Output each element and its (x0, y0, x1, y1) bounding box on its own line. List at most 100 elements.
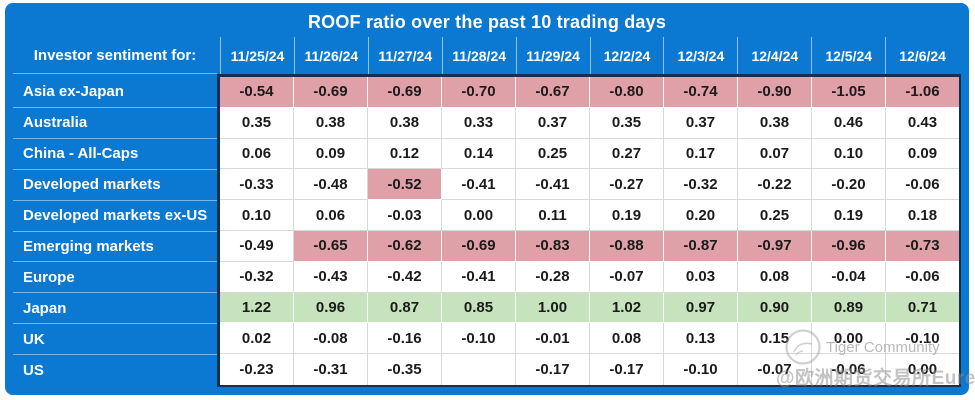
cell: -0.07 (738, 354, 812, 385)
cell (442, 354, 516, 385)
header-row: Investor sentiment for: 11/25/24 11/26/24… (13, 37, 961, 74)
cell: 0.06 (294, 200, 368, 231)
roof-table-card: ROOF ratio over the past 10 trading days… (5, 3, 969, 395)
cell: 0.13 (664, 323, 738, 355)
row-label: China - All-Caps (13, 139, 217, 170)
cell: -0.74 (664, 77, 738, 108)
table-row: 1.22 0.96 0.87 0.85 1.00 1.02 0.97 0.90 0.89 0.71 (220, 292, 959, 324)
date-header: 11/28/24 (441, 37, 516, 74)
cell: -0.28 (516, 261, 590, 293)
date-header: 11/27/24 (367, 37, 442, 74)
cell: -0.70 (442, 77, 516, 108)
table-row: -0.54 -0.69 -0.69 -0.70 -0.67 -0.80 -0.74 -0.90… (220, 77, 959, 108)
cell: -0.10 (664, 354, 738, 385)
cell: -0.96 (812, 230, 886, 262)
cell: -0.17 (590, 354, 664, 385)
cell: -0.73 (886, 230, 959, 262)
row-label: Australia (13, 108, 217, 139)
cell: 0.38 (738, 107, 812, 139)
corner-header: Investor sentiment for: (13, 37, 217, 74)
date-header: 12/3/24 (663, 37, 737, 74)
cell: -0.54 (220, 77, 294, 108)
table-row: -0.49 -0.65 -0.62 -0.69 -0.83 -0.88 -0.87 -0.97… (220, 230, 959, 262)
row-label: Japan (13, 293, 217, 325)
cell: 0.09 (294, 138, 368, 170)
cell: 0.03 (664, 261, 738, 293)
data-region: -0.54 -0.69 -0.69 -0.70 -0.67 -0.80 -0.74 -0.90… (217, 74, 961, 387)
cell: -0.27 (590, 169, 664, 201)
date-header: 12/5/24 (811, 37, 885, 74)
table-row: 0.10 0.06 -0.03 0.00 0.11 0.19 0.20 0.25 0.19 0.1… (220, 200, 959, 231)
row-label: Developed markets (13, 170, 217, 201)
cell: -0.87 (664, 230, 738, 262)
cell: 1.22 (220, 292, 294, 324)
cell: 0.00 (886, 354, 959, 385)
cell: -0.33 (220, 169, 294, 201)
cell: -0.20 (812, 169, 886, 201)
cell: -0.62 (368, 230, 442, 262)
row-label: UK (13, 324, 217, 356)
cell: 1.02 (590, 292, 664, 324)
cell: 0.46 (812, 107, 886, 139)
date-header: 11/25/24 (220, 37, 294, 74)
row-label: Europe (13, 262, 217, 294)
cell: -0.10 (442, 323, 516, 355)
cell: 0.27 (590, 138, 664, 170)
cell: 0.35 (590, 107, 664, 139)
cell: -0.32 (664, 169, 738, 201)
cell: -0.49 (220, 230, 294, 262)
cell: 0.14 (442, 138, 516, 170)
row-label: US (23, 361, 44, 379)
cell: -0.06 (886, 169, 959, 201)
cell: 0.33 (442, 107, 516, 139)
date-header: 11/29/24 (515, 37, 590, 74)
cell: -0.42 (368, 261, 442, 293)
row-label: Asia ex-Japan (13, 77, 217, 108)
table-row: 0.35 0.38 0.38 0.33 0.37 0.35 0.37 0.38 0.46 0.43 (220, 107, 959, 139)
cell: 0.25 (516, 138, 590, 170)
table-row: -0.32 -0.43 -0.42 -0.41 -0.28 -0.07 0.03 0.08 -0… (220, 261, 959, 293)
cell: -0.06 (812, 354, 886, 385)
cell: -0.65 (294, 230, 368, 262)
cell: 0.97 (664, 292, 738, 324)
cell: 0.87 (368, 292, 442, 324)
cell: 0.37 (664, 107, 738, 139)
cell: 0.20 (664, 200, 738, 231)
cell: 0.12 (368, 138, 442, 170)
cell: 0.07 (738, 138, 812, 170)
cell: -0.67 (516, 77, 590, 108)
table-body: Asia ex-Japan Australia China - All-Caps De… (13, 74, 961, 387)
cell: -0.32 (220, 261, 294, 293)
cell: -0.23 (220, 354, 294, 385)
cell: -0.07 (590, 261, 664, 293)
cell: -0.69 (442, 230, 516, 262)
table-row: 0.06 0.09 0.12 0.14 0.25 0.27 0.17 0.07 0.10 0.09 (220, 138, 959, 170)
table-row: -0.33 -0.48 -0.52 -0.41 -0.41 -0.27 -0.32 -0.22… (220, 169, 959, 201)
row-label: Developed markets ex-US (13, 201, 217, 232)
cell: 0.38 (294, 107, 368, 139)
cell: -0.88 (590, 230, 664, 262)
cell: 0.85 (442, 292, 516, 324)
cell: 0.37 (516, 107, 590, 139)
cell: -0.48 (294, 169, 368, 201)
cell: 0.43 (886, 107, 959, 139)
cell: -0.41 (516, 169, 590, 201)
cell: 0.10 (220, 200, 294, 231)
table-row: 0.02 -0.08 -0.16 -0.10 -0.01 0.08 0.13 0.15 0.00… (220, 323, 959, 355)
cell: -0.43 (294, 261, 368, 293)
cell: -0.01 (516, 323, 590, 355)
cell: -0.97 (738, 230, 812, 262)
table-row: -0.23 -0.31 -0.35 -0.17 -0.17 -0.10 -0.07 -0.06… (220, 354, 959, 385)
cell: 0.15 (738, 323, 812, 355)
cell: 0.25 (738, 200, 812, 231)
cell: -0.52 (368, 169, 442, 201)
cell: 0.10 (812, 138, 886, 170)
table-title: ROOF ratio over the past 10 trading days (307, 12, 667, 32)
cell: -0.41 (442, 261, 516, 293)
date-header: 12/4/24 (737, 37, 811, 74)
cell: -0.04 (812, 261, 886, 293)
cell: 0.35 (220, 107, 294, 139)
cell: 0.90 (738, 292, 812, 324)
cell: 0.89 (812, 292, 886, 324)
cell: -0.17 (516, 354, 590, 385)
